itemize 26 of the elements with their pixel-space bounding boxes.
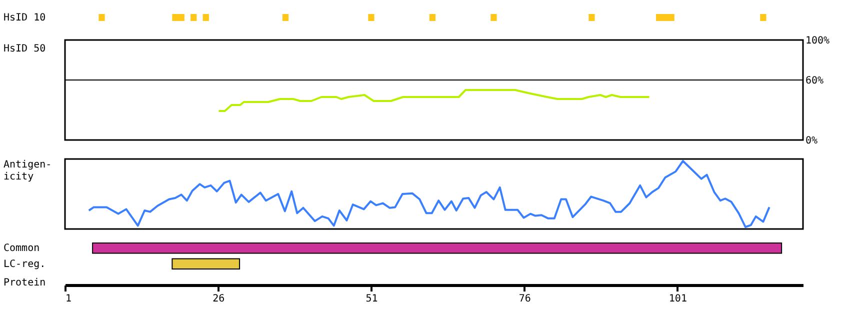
- x-tick-label: 26: [212, 294, 225, 304]
- bar: [588, 14, 595, 21]
- line-series: [218, 89, 650, 112]
- x-tick-label: 51: [366, 294, 378, 304]
- bar: [760, 14, 766, 21]
- bar: [202, 14, 209, 21]
- bar: [368, 14, 374, 21]
- x-tick-label: 1: [66, 294, 72, 304]
- y-tick-label: Common: [4, 243, 40, 254]
- bar: [98, 14, 105, 21]
- x-axis-title: Protein: [4, 278, 46, 288]
- y-axis-title: Antigen- icity: [4, 160, 52, 182]
- y-tick-label: 60%: [806, 76, 824, 86]
- y-tick-label: 100%: [806, 36, 830, 46]
- y-tick-label: LC-reg.: [4, 258, 46, 270]
- y-tick-label: HsID 10: [4, 12, 46, 24]
- y-axis-title: HsID 50: [4, 44, 46, 54]
- y-tick-label: 0%: [806, 136, 818, 146]
- bar: [282, 14, 289, 21]
- bar: [490, 14, 497, 21]
- bar: [429, 14, 436, 21]
- bar: [172, 14, 184, 21]
- bar: [190, 14, 197, 21]
- bar: [656, 14, 674, 21]
- x-tick-label: 101: [668, 294, 687, 304]
- x-tick-label: 76: [518, 294, 531, 304]
